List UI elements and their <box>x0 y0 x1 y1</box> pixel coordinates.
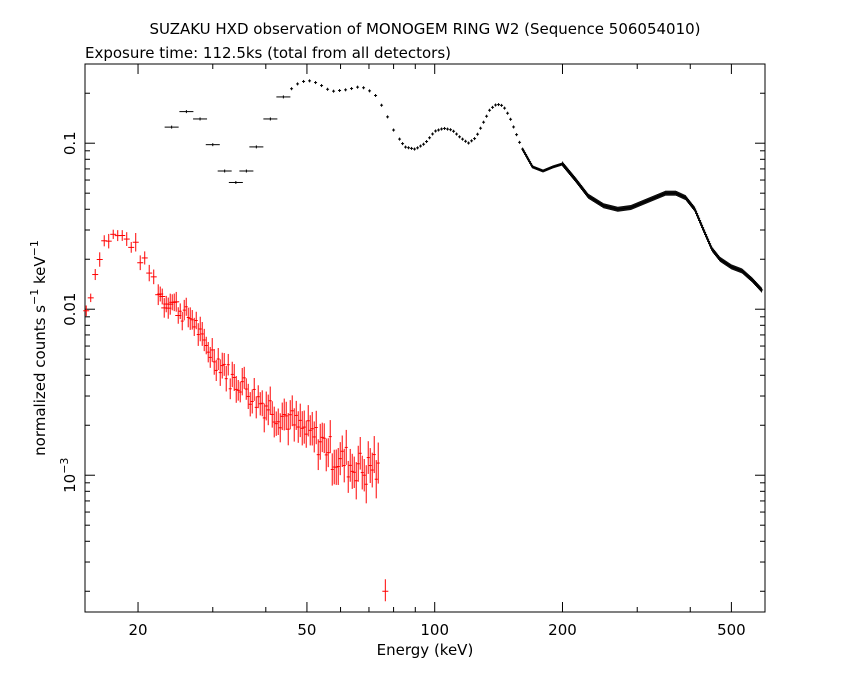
axis-layer: 20 50 100 200 500 0.1 0.01 10−3 Energy (keV) norm… <box>28 131 746 659</box>
y-tick-label: 0.01 <box>61 293 79 326</box>
x-tick-label: 50 <box>297 621 316 639</box>
plot-frame <box>84 63 766 613</box>
plot-border <box>84 63 766 613</box>
x-axis-label: Energy (keV) <box>377 641 474 659</box>
chart-title: SUZAKU HXD observation of MONOGEM RING W… <box>149 20 701 38</box>
y-axis-label: normalized counts s−1 keV−1 <box>28 240 49 456</box>
red-series <box>83 229 389 602</box>
x-tick-label: 200 <box>548 621 577 639</box>
y-tick-label: 10−3 <box>58 458 79 493</box>
x-tick-label: 100 <box>420 621 449 639</box>
data-layer <box>83 79 764 602</box>
black-series <box>164 79 764 293</box>
y-tick-label: 0.1 <box>61 131 79 155</box>
x-tick-label: 20 <box>128 621 147 639</box>
x-tick-label: 500 <box>717 621 746 639</box>
chart-subtitle: Exposure time: 112.5ks (total from all d… <box>85 44 452 62</box>
